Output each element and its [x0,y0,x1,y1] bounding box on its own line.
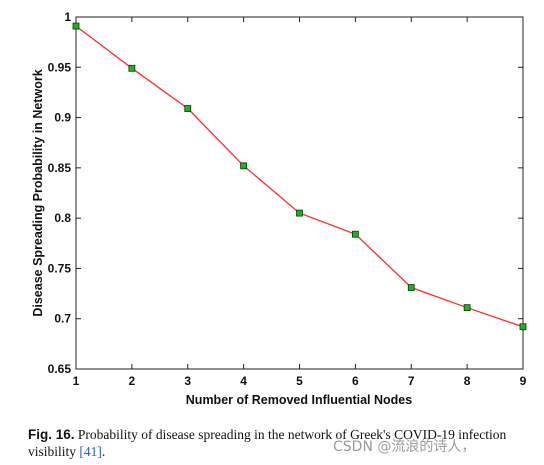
x-tick-label: 7 [408,374,415,388]
y-tick-label: 0.9 [54,111,71,125]
watermark: CSDN @流浪的诗人， [333,439,476,455]
x-axis-label: Number of Removed Influential Nodes [186,393,412,407]
data-point [407,284,415,291]
y-tick-label: 0.8 [54,211,71,225]
x-tick-label: 8 [464,374,471,388]
caption-text-end: . [101,444,106,459]
data-point [296,209,303,217]
y-tick-label: 0.95 [48,60,72,74]
caption-text: Probability of disease spreading in the … [28,427,507,459]
y-tick-label: 0.85 [48,161,72,175]
y-tick-label: 0.7 [54,312,71,326]
y-tick-label: 0.65 [48,362,72,376]
figure-caption: Fig. 16. Probability of disease spreadin… [28,426,528,460]
data-point [240,162,248,170]
y-axis-label: Disease Spreading Probability in Network [31,69,45,316]
data-point [72,22,80,30]
data-point [463,304,471,312]
y-axis-ticks: 0.65 0.7 0.75 0.8 0.85 0.9 0.95 1 [48,10,523,376]
data-point [519,323,527,331]
data-point [184,105,192,112]
x-tick-label: 6 [352,374,359,388]
caption-label: Fig. 16. [28,427,75,442]
y-tick-label: 1 [64,10,71,24]
x-tick-label: 2 [129,374,136,388]
x-axis-ticks: 1 2 3 4 5 6 7 8 9 [73,17,527,388]
x-tick-label: 1 [73,374,80,388]
plot-area [75,16,524,370]
x-tick-label: 3 [184,374,191,388]
caption-reference-link[interactable]: [41] [79,444,102,459]
data-point [351,230,359,238]
y-tick-label: 0.75 [48,261,72,275]
line-chart: 0.65 0.7 0.75 0.8 0.85 0.9 0.95 1 1 2 3 4 5 6 7 8 9 Num… [31,10,527,407]
x-tick-label: 4 [240,374,247,388]
series-markers [72,22,527,331]
x-tick-label: 9 [520,374,527,388]
data-point [128,64,136,72]
x-tick-label: 5 [296,374,303,388]
